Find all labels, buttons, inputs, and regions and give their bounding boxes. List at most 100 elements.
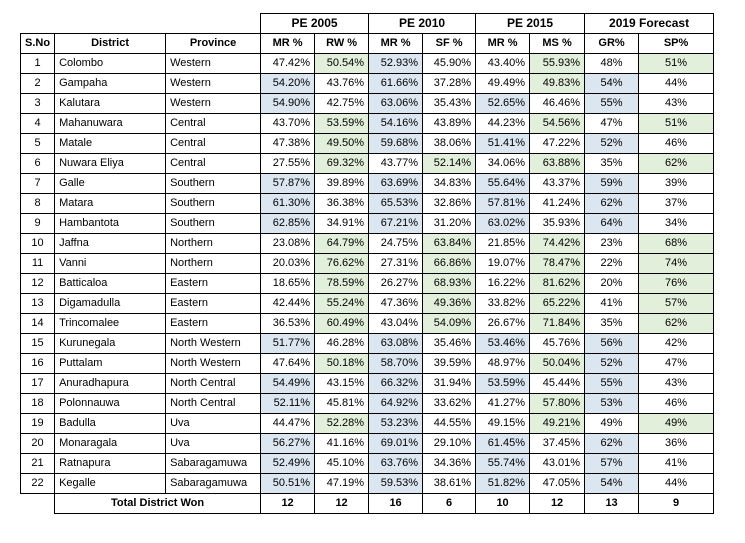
cell-sp-2019: 44%: [638, 473, 715, 494]
cell-sp-2019: 76%: [638, 273, 715, 294]
cell-sno: 16: [19, 353, 56, 374]
cell-mr-2005: 50.51%: [260, 473, 316, 494]
cell-district: Colombo: [54, 53, 167, 74]
cell-mr-2010: 66.32%: [368, 373, 424, 394]
cell-mr-2005: 62.85%: [260, 213, 316, 234]
cell-sf-2010: 45.90%: [422, 53, 477, 74]
cell-province: North Western: [165, 353, 262, 374]
cell-mr-2015: 63.02%: [475, 213, 531, 234]
cell-province: Central: [165, 113, 262, 134]
cell-sp-2019: 43%: [638, 93, 715, 114]
cell-district: Digamadulla: [54, 293, 167, 314]
cell-sp-2019: 43%: [638, 373, 715, 394]
cell-sp-2019: 46%: [638, 393, 715, 414]
cell-sp-2019: 51%: [638, 53, 715, 74]
group-header-pe2015: PE 2015: [475, 13, 586, 34]
cell-sp-2019: 62%: [638, 153, 715, 174]
cell-mr-2010: 67.21%: [368, 213, 424, 234]
cell-mr-2015: 43.40%: [475, 53, 531, 74]
cell-gr-2019: 22%: [584, 253, 640, 274]
cell-mr-2015: 55.64%: [475, 173, 531, 194]
cell-rw-2005: 45.10%: [314, 453, 370, 474]
cell-gr-2019: 56%: [584, 333, 640, 354]
cell-sf-2010: 54.09%: [422, 313, 477, 334]
cell-province: Northern: [165, 253, 262, 274]
cell-mr-2015: 57.81%: [475, 193, 531, 214]
table-row: 13 Digamadulla Eastern 42.44% 55.24% 47.36% 49…: [19, 293, 715, 314]
cell-sno: 2: [19, 73, 56, 94]
cell-gr-2019: 20%: [584, 273, 640, 294]
cell-ms-2015: 47.22%: [529, 133, 586, 154]
cell-sno: 21: [19, 453, 56, 474]
cell-mr-2010: 24.75%: [368, 233, 424, 254]
cell-mr-2005: 47.38%: [260, 133, 316, 154]
cell-mr-2005: 57.87%: [260, 173, 316, 194]
cell-ms-2015: 43.37%: [529, 173, 586, 194]
cell-province: Western: [165, 53, 262, 74]
table-row: 4 Mahanuwara Central 43.70% 53.59% 54.16% 43.8…: [19, 113, 715, 134]
cell-district: Mahanuwara: [54, 113, 167, 134]
cell-sno: 20: [19, 433, 56, 454]
cell-sf-2010: 68.93%: [422, 273, 477, 294]
cell-sno: 9: [19, 213, 56, 234]
table-row: 12 Batticaloa Eastern 18.65% 78.59% 26.27% 68.…: [19, 273, 715, 294]
cell-district: Kurunegala: [54, 333, 167, 354]
totals-row: Total District Won 12 12 16 6 10 12 13 9: [21, 493, 715, 514]
cell-rw-2005: 50.18%: [314, 353, 370, 374]
cell-rw-2005: 41.16%: [314, 433, 370, 454]
cell-sno: 8: [19, 193, 56, 214]
col-header-sf-2010: SF %: [422, 33, 477, 54]
cell-rw-2005: 78.59%: [314, 273, 370, 294]
cell-province: Eastern: [165, 313, 262, 334]
cell-district: Hambantota: [54, 213, 167, 234]
cell-sp-2019: 36%: [638, 433, 715, 454]
cell-sf-2010: 39.59%: [422, 353, 477, 374]
cell-mr-2015: 51.41%: [475, 133, 531, 154]
cell-mr-2005: 54.49%: [260, 373, 316, 394]
cell-rw-2005: 46.28%: [314, 333, 370, 354]
cell-province: Eastern: [165, 273, 262, 294]
cell-mr-2005: 23.08%: [260, 233, 316, 254]
cell-gr-2019: 35%: [584, 153, 640, 174]
cell-rw-2005: 43.76%: [314, 73, 370, 94]
cell-province: Southern: [165, 213, 262, 234]
cell-sno: 14: [19, 313, 56, 334]
cell-sp-2019: 46%: [638, 133, 715, 154]
cell-sf-2010: 35.46%: [422, 333, 477, 354]
table-row: 3 Kalutara Western 54.90% 42.75% 63.06% 35.43%…: [19, 93, 715, 114]
cell-sno: 4: [19, 113, 56, 134]
cell-ms-2015: 74.42%: [529, 233, 586, 254]
table-row: 2 Gampaha Western 54.20% 43.76% 61.66% 37.28% 4…: [19, 73, 715, 94]
cell-mr-2010: 43.04%: [368, 313, 424, 334]
cell-sno: 10: [19, 233, 56, 254]
cell-sf-2010: 38.06%: [422, 133, 477, 154]
cell-district: Matale: [54, 133, 167, 154]
cell-district: Kegalle: [54, 473, 167, 494]
cell-sf-2010: 32.86%: [422, 193, 477, 214]
cell-mr-2010: 63.06%: [368, 93, 424, 114]
table-row: 22 Kegalle Sabaragamuwa 50.51% 47.19% 59.53% 3…: [19, 473, 715, 494]
cell-district: Badulla: [54, 413, 167, 434]
cell-gr-2019: 54%: [584, 473, 640, 494]
cell-sno: 7: [19, 173, 56, 194]
cell-mr-2015: 51.82%: [475, 473, 531, 494]
cell-gr-2019: 52%: [584, 353, 640, 374]
cell-mr-2005: 20.03%: [260, 253, 316, 274]
table-row: 10 Jaffna Northern 23.08% 64.79% 24.75% 63.84%…: [19, 233, 715, 254]
cell-gr-2019: 57%: [584, 453, 640, 474]
cell-sf-2010: 34.36%: [422, 453, 477, 474]
cell-mr-2015: 53.59%: [475, 373, 531, 394]
cell-rw-2005: 39.89%: [314, 173, 370, 194]
cell-district: Matara: [54, 193, 167, 214]
cell-ms-2015: 45.76%: [529, 333, 586, 354]
cell-sf-2010: 49.36%: [422, 293, 477, 314]
cell-ms-2015: 63.88%: [529, 153, 586, 174]
cell-mr-2005: 36.53%: [260, 313, 316, 334]
cell-mr-2010: 27.31%: [368, 253, 424, 274]
cell-mr-2015: 16.22%: [475, 273, 531, 294]
table-row: 11 Vanni Northern 20.03% 76.62% 27.31% 66.86% 1…: [19, 253, 715, 274]
cell-ms-2015: 49.83%: [529, 73, 586, 94]
cell-gr-2019: 47%: [584, 113, 640, 134]
cell-ms-2015: 49.21%: [529, 413, 586, 434]
cell-mr-2005: 47.42%: [260, 53, 316, 74]
